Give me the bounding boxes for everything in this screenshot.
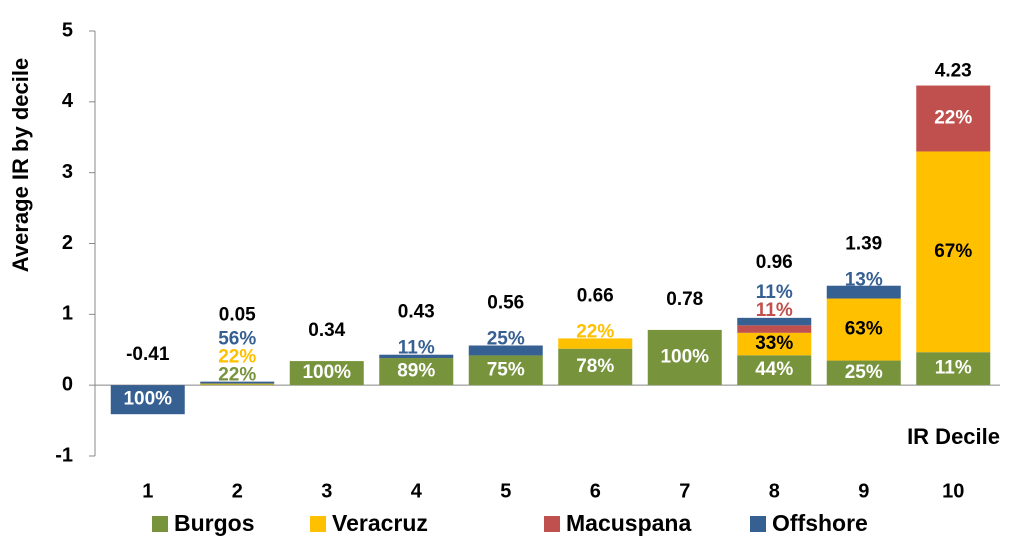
segment-label: 44%	[755, 359, 793, 380]
total-label: 0.56	[487, 293, 524, 314]
total-label: 4.23	[935, 61, 972, 82]
bar-segment	[647, 329, 722, 386]
legend-swatch	[544, 516, 560, 532]
segment-label: 11%	[398, 338, 435, 359]
bar-segment	[468, 355, 543, 386]
segment-label: 11%	[756, 282, 793, 303]
x-tick-label: 10	[942, 480, 964, 502]
bar-segment	[379, 358, 454, 386]
x-tick-label: 3	[321, 480, 332, 502]
bar-segment	[737, 317, 812, 326]
bar-segment	[916, 352, 991, 386]
bar-segment	[737, 325, 812, 333]
legend-label: Veracruz	[332, 510, 428, 536]
segment-label: 22%	[218, 365, 256, 386]
segment-label: 25%	[845, 362, 883, 383]
legend-swatch	[310, 516, 326, 532]
bar-segment	[737, 355, 812, 386]
y-tick-label: -1	[55, 444, 73, 466]
segment-label: 56%	[218, 329, 256, 350]
y-tick-label: 1	[62, 303, 73, 325]
bar-segment	[558, 348, 633, 386]
bar-segment	[826, 298, 901, 361]
legend-swatch	[152, 516, 168, 532]
segment-label: 22%	[218, 347, 256, 368]
legend-label: Offshore	[772, 510, 868, 536]
bar-segment	[379, 354, 454, 359]
total-label: 0.34	[308, 320, 345, 341]
bar-segment	[737, 332, 812, 356]
total-label: 0.78	[666, 289, 703, 310]
x-tick-label: 5	[500, 480, 511, 502]
x-tick-label: 2	[232, 480, 243, 502]
bar-segment	[289, 361, 364, 386]
y-axis-title: Average IR by decile	[8, 58, 33, 272]
bar-segment	[200, 384, 275, 386]
y-tick-label: 2	[62, 232, 73, 254]
x-tick-label: 9	[858, 480, 869, 502]
bar-segment	[558, 338, 633, 349]
y-tick-label: 0	[62, 373, 73, 395]
x-tick-label: 8	[769, 480, 780, 502]
segment-label: 13%	[845, 270, 883, 291]
segment-label: 100%	[302, 362, 351, 383]
y-tick-label: 3	[62, 161, 73, 183]
total-label: 0.05	[219, 305, 256, 326]
segment-label: 100%	[660, 347, 709, 368]
bar-segment	[200, 383, 275, 385]
segment-label: 78%	[576, 356, 614, 377]
x-axis-title: IR Decile	[907, 424, 1000, 449]
total-label: 1.39	[845, 234, 882, 255]
total-label: -0.41	[126, 344, 170, 365]
y-tick-label: 5	[62, 19, 73, 41]
bar-segment	[468, 345, 543, 356]
y-tick-label: 4	[62, 90, 74, 112]
bar-segment	[200, 381, 275, 384]
x-tick-label: 4	[411, 480, 423, 502]
total-label: 0.43	[398, 302, 435, 323]
bar-segment	[826, 285, 901, 299]
segment-label: 100%	[123, 389, 172, 410]
segment-label: 89%	[397, 361, 435, 382]
segment-label: 22%	[576, 321, 614, 342]
x-tick-label: 7	[679, 480, 690, 502]
x-tick-label: 6	[590, 480, 601, 502]
segment-label: 67%	[934, 241, 972, 262]
legend-label: Macuspana	[566, 510, 691, 536]
segment-label: 22%	[934, 108, 972, 129]
legend-label: Burgos	[174, 510, 255, 536]
segment-label: 11%	[935, 358, 972, 379]
legend-swatch	[750, 516, 766, 532]
segment-label: 33%	[755, 333, 793, 354]
bar-segment	[916, 151, 991, 353]
bar-segment	[826, 360, 901, 386]
total-label: 0.96	[756, 252, 793, 273]
segment-label: 11%	[756, 300, 793, 321]
segment-label: 25%	[487, 329, 525, 350]
bar-segment	[110, 385, 185, 415]
x-tick-label: 1	[142, 480, 153, 502]
bar-segment	[916, 85, 991, 152]
total-label: 0.66	[577, 285, 614, 306]
segment-label: 75%	[487, 359, 525, 380]
segment-label: 63%	[845, 319, 883, 340]
